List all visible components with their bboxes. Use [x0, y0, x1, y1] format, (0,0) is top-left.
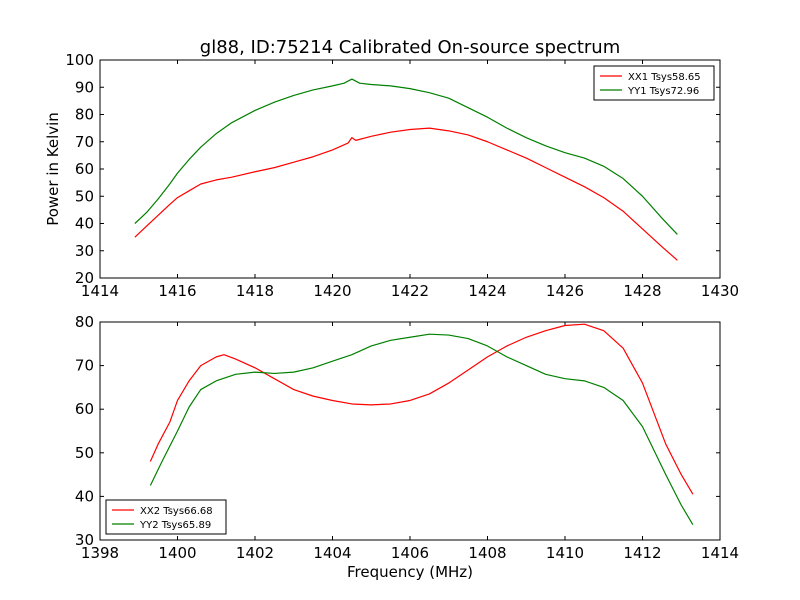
x-tick-label: 1430 — [701, 282, 739, 300]
x-tick-label: 1402 — [236, 544, 274, 562]
y-tick-label: 30 — [75, 531, 94, 549]
legend-entry: YY2 Tsys65.89 — [139, 520, 211, 531]
y-tick-label: 80 — [75, 106, 94, 124]
legend: XX2 Tsys66.68 YY2 Tsys65.89 — [105, 499, 227, 535]
x-tick-label: 1418 — [236, 282, 274, 300]
x-tick-label: 1400 — [158, 544, 196, 562]
x-tick-label: 1420 — [313, 282, 351, 300]
y-axis-label: Power in Kelvin — [44, 112, 62, 226]
y-tick-label: 100 — [65, 51, 94, 69]
x-tick-label: 1412 — [623, 544, 661, 562]
x-tick-label: 1398 — [81, 544, 119, 562]
legend-entry: YY1 Tsys72.96 — [627, 86, 699, 97]
x-tick-label: 1426 — [546, 282, 584, 300]
y-tick-label: 50 — [75, 187, 94, 205]
x-tick-label: 1416 — [158, 282, 196, 300]
legend-entry: XX1 Tsys58.65 — [628, 72, 701, 83]
y-tick-label: 70 — [75, 357, 94, 375]
x-tick-label: 1424 — [468, 282, 506, 300]
x-tick-label: 1414 — [81, 282, 119, 300]
y-tick-label: 70 — [75, 133, 94, 151]
y-tick-label: 50 — [75, 444, 94, 462]
y-tick-label: 60 — [75, 160, 94, 178]
y-tick-label: 40 — [75, 215, 94, 233]
x-axis-label: Frequency (MHz) — [347, 563, 473, 581]
y-tick-label: 40 — [75, 487, 94, 505]
y-tick-label: 30 — [75, 242, 94, 260]
series-line-yy — [149, 333, 694, 526]
x-tick-label: 1410 — [546, 544, 584, 562]
x-tick-label: 1406 — [391, 544, 429, 562]
top-plot: 1414 1416 1418 1420 1422 1424 1426 1428 1430 20 30… — [65, 51, 739, 300]
bottom-plot: 1398 1400 1402 1404 1406 1408 1410 1412 1414 30 40… — [75, 313, 739, 562]
legend-entry: XX2 Tsys66.68 — [140, 506, 213, 517]
x-tick-label: 1408 — [468, 544, 506, 562]
series-line-xx — [134, 127, 678, 261]
legend: XX1 Tsys58.65 YY1 Tsys72.96 — [593, 65, 715, 101]
x-tick-label: 1428 — [623, 282, 661, 300]
y-tick-label: 80 — [75, 313, 94, 331]
x-tick-label: 1422 — [391, 282, 429, 300]
legend-box — [593, 65, 715, 101]
legend-box — [105, 499, 227, 535]
y-tick-label: 90 — [75, 78, 94, 96]
chart-title: gl88, ID:75214 Calibrated On-source spec… — [200, 37, 620, 58]
y-tick-label: 20 — [75, 269, 94, 287]
x-tick-label: 1404 — [313, 544, 351, 562]
series-line-xx — [149, 323, 694, 495]
x-tick-label: 1414 — [701, 544, 739, 562]
series-line-yy — [134, 78, 678, 235]
y-tick-label: 60 — [75, 400, 94, 418]
